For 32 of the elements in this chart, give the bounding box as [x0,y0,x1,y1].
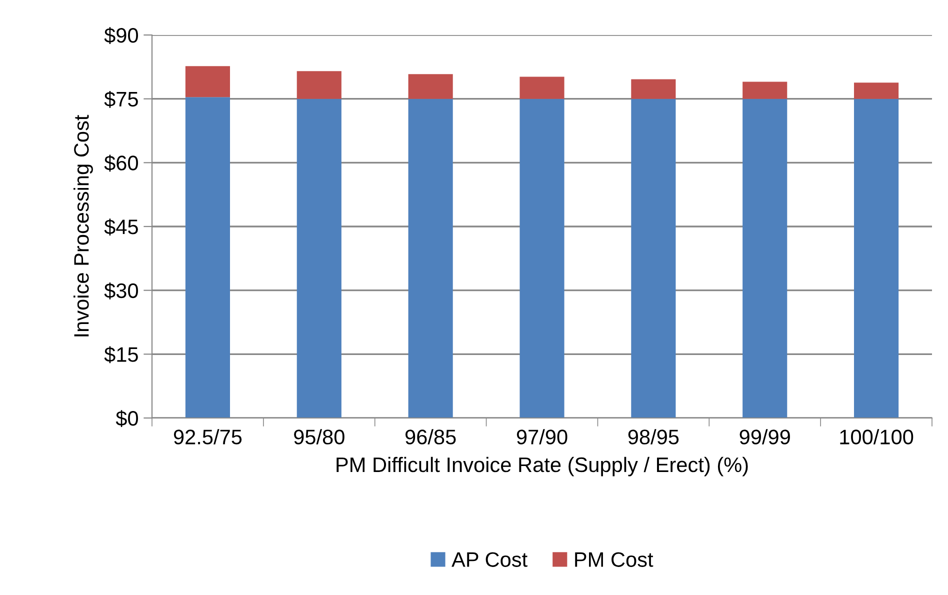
bar [742,82,788,99]
y-axis-title: Invoice Processing Cost [74,114,93,336]
bar [296,98,342,418]
y-tick-label: $75 [104,90,138,108]
y-tick-label: $0 [116,410,138,427]
bar [185,97,230,418]
x-tick-label: 98/95 [628,429,679,444]
bar [742,98,788,418]
bar [408,98,453,418]
bar [631,79,676,99]
y-tick-label: $60 [104,154,138,172]
x-tick-label: 95/80 [294,429,344,444]
bar [854,98,899,418]
y-tick-label: $30 [104,282,138,300]
x-axis-title: PM Difficult Invoice Rate (Supply / Erect) (%) [336,456,748,476]
x-tick-label: 92.5/75 [174,429,242,444]
bar [185,66,230,98]
bar [296,71,342,99]
y-tick-label: $45 [104,218,138,236]
bar [631,98,676,418]
bar [854,82,899,99]
x-tick-label: 100/100 [840,429,914,444]
y-tick-label: $15 [104,346,138,364]
bar [520,76,564,99]
bar [408,74,453,99]
legend-label: PM Cost [575,552,654,567]
x-tick-label: 99/99 [740,429,790,444]
x-tick-label: 97/90 [516,429,568,444]
bar [520,98,564,418]
legend-label: AP Cost [452,552,528,567]
y-tick-label: $90 [104,27,138,44]
x-tick-label: 96/85 [405,429,456,444]
